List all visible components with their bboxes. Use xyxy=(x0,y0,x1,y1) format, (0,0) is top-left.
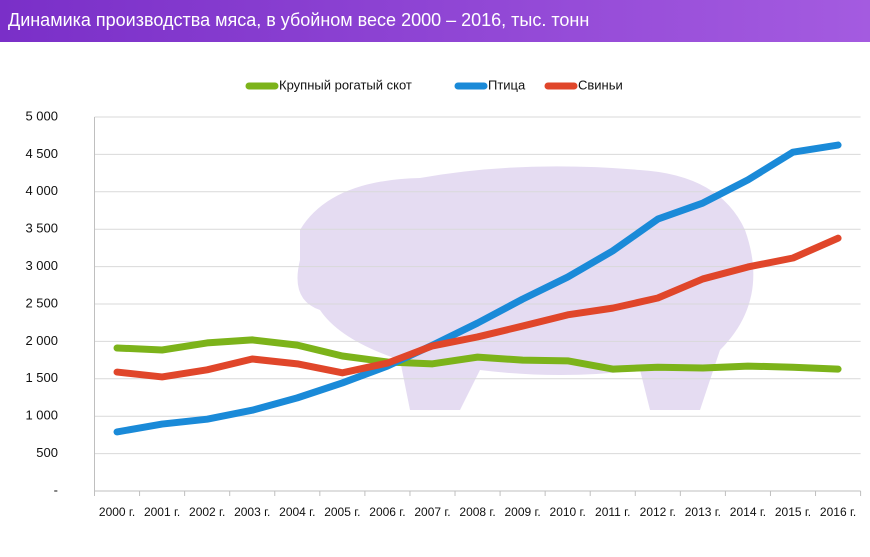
x-tick-label: 2008 г. xyxy=(459,505,495,519)
background-pig xyxy=(297,166,754,410)
x-tick-label: 2005 г. xyxy=(324,505,360,519)
x-tick-label: 2000 г. xyxy=(99,505,135,519)
x-tick-label: 2011 г. xyxy=(595,505,630,519)
x-tick-label: 2001 г. xyxy=(144,505,180,519)
y-tick-label: 500 xyxy=(36,445,58,460)
x-tick-label: 2003 г. xyxy=(234,505,270,519)
y-tick-label: 5 000 xyxy=(25,108,58,123)
line-series xyxy=(113,141,842,436)
y-tick-label: 2 500 xyxy=(25,295,58,310)
y-tick-label: 4 000 xyxy=(25,183,58,198)
y-tick-label: - xyxy=(54,482,58,497)
y-tick-label: 1 000 xyxy=(25,408,58,423)
title-bar xyxy=(0,0,870,42)
y-tick-label: 3 000 xyxy=(25,258,58,273)
x-tick-label: 2016 г. xyxy=(820,505,856,519)
chart-title: Динамика производства мяса, в убойном ве… xyxy=(8,10,589,30)
x-tick-label: 2009 г. xyxy=(504,505,540,519)
legend-label: Крупный рогатый скот xyxy=(279,77,412,92)
legend-label: Свиньи xyxy=(578,77,623,92)
y-tick-label: 3 500 xyxy=(25,221,58,236)
y-tick-label: 2 000 xyxy=(25,333,58,348)
y-tick-label: 4 500 xyxy=(25,146,58,161)
x-tick-label: 2007 г. xyxy=(414,505,450,519)
x-tick-label: 2006 г. xyxy=(369,505,405,519)
y-tick-label: 1 500 xyxy=(25,370,58,385)
x-tick-label: 2010 г. xyxy=(550,505,586,519)
x-tick-label: 2015 г. xyxy=(775,505,811,519)
legend-label: Птица xyxy=(488,77,526,92)
x-tick-label: 2014 г. xyxy=(730,505,766,519)
x-tick-label: 2013 г. xyxy=(685,505,721,519)
x-tick-label: 2012 г. xyxy=(640,505,676,519)
x-tick-label: 2004 г. xyxy=(279,505,315,519)
line-series xyxy=(113,336,842,373)
x-tick-label: 2002 г. xyxy=(189,505,225,519)
line-series xyxy=(113,234,842,381)
